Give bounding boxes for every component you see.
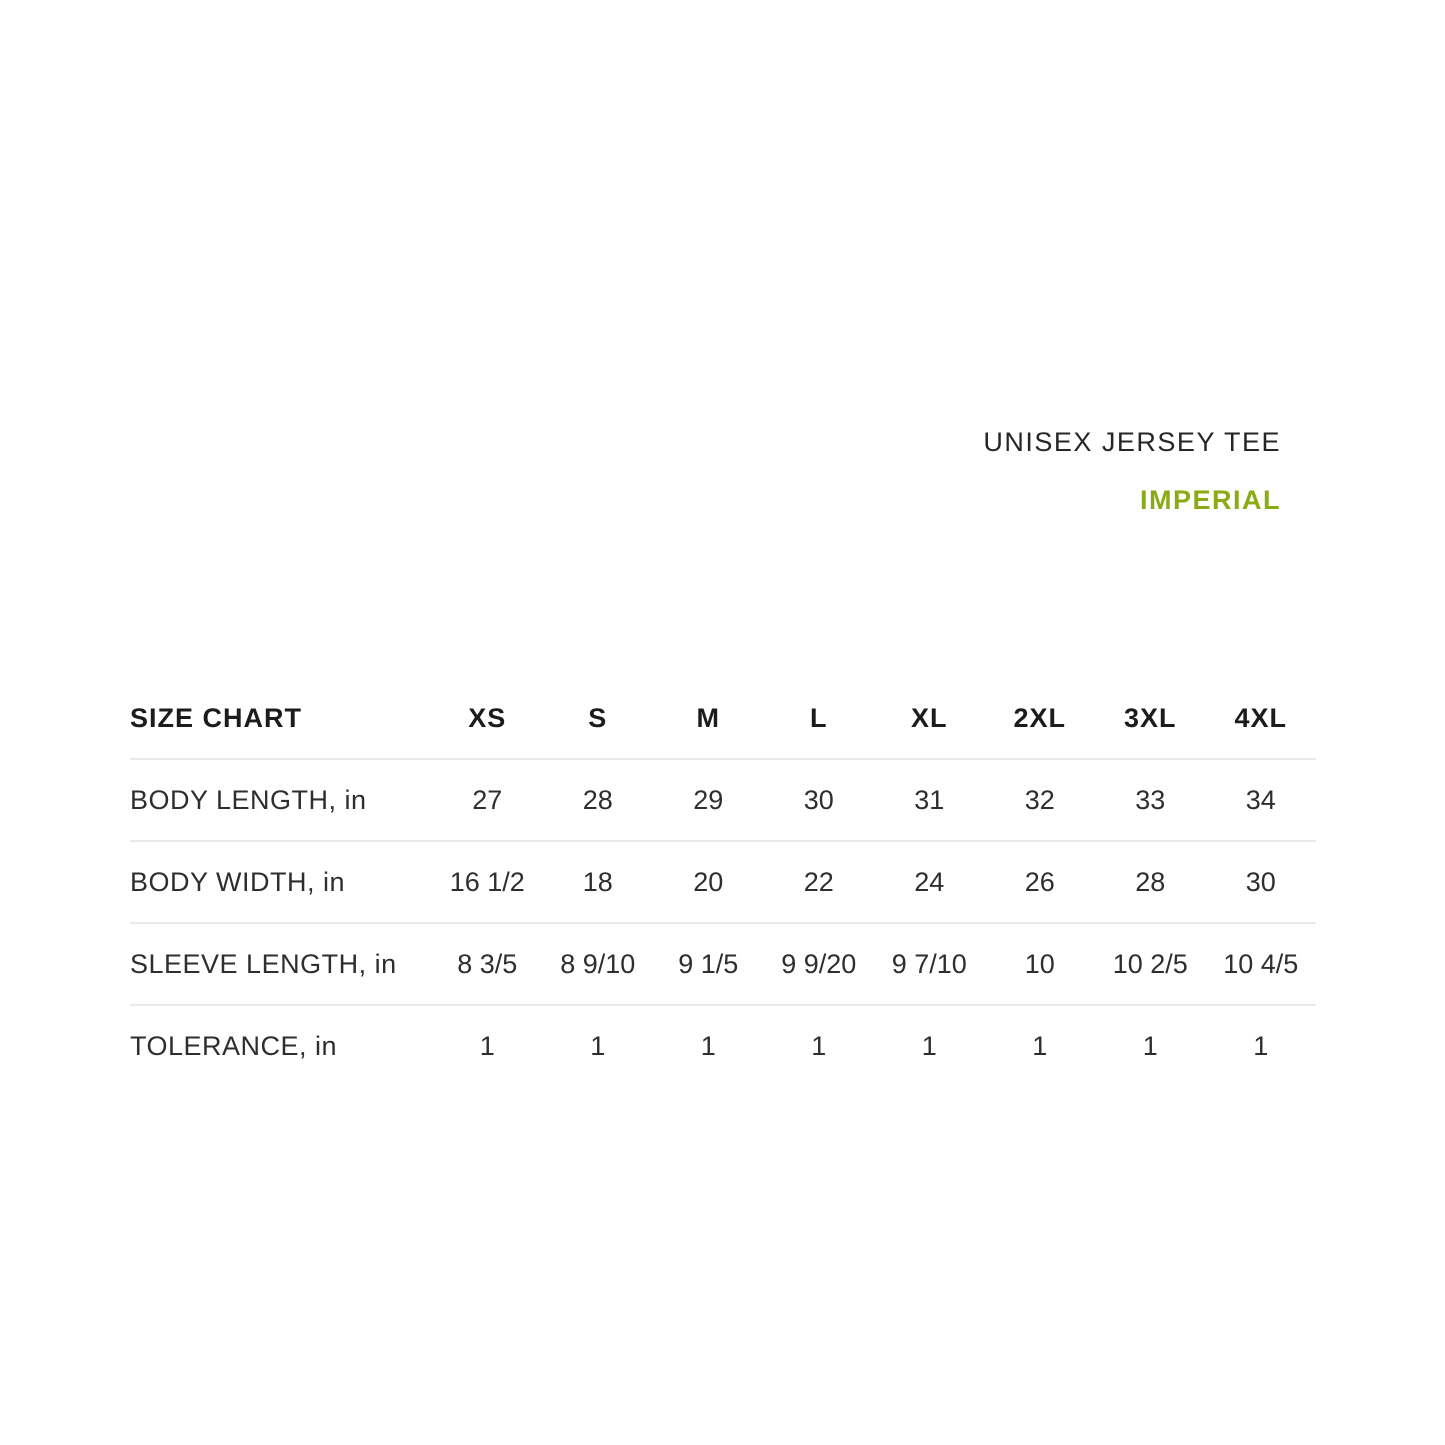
size-header-2xl: 2XL [984,678,1095,760]
table-row-tolerance: TOLERANCE, in 1 1 1 1 1 1 1 1 [130,1005,1316,1086]
cell-body-width-4xl: 30 [1205,841,1316,924]
cell-sleeve-length-l: 9 9/20 [763,923,874,1006]
size-chart-table: SIZE CHART XS S M L XL 2XL 3XL 4XL BODY … [130,678,1316,1086]
cell-body-width-s: 18 [542,841,653,924]
cell-tolerance-s: 1 [590,1030,606,1061]
cell-tolerance-xs: 1 [479,1030,495,1061]
size-header-m: M [653,678,764,760]
cell-body-length-2xl: 32 [984,759,1095,842]
table-header-row: SIZE CHART XS S M L XL 2XL 3XL 4XL [130,678,1316,760]
cell-sleeve-length-m: 9 1/5 [653,923,764,1006]
cell-body-length-l: 30 [763,759,874,842]
cell-tolerance-2xl: 1 [1032,1030,1048,1061]
cell-body-length-3xl: 33 [1095,759,1206,842]
cell-sleeve-length-2xl: 10 [984,923,1095,1006]
product-title: UNISEX JERSEY TEE [983,427,1281,457]
cell-body-width-xs: 16 1/2 [432,841,543,924]
cell-body-width-3xl: 28 [1095,841,1206,924]
cell-body-width-xl: 24 [874,841,985,924]
size-header-s: S [542,678,653,760]
size-header-3xl: 3XL [1095,678,1206,760]
cell-body-length-4xl: 34 [1205,759,1316,842]
cell-sleeve-length-s: 8 9/10 [542,923,653,1006]
cell-body-length-xs: 27 [432,759,543,842]
cell-body-width-m: 20 [653,841,764,924]
title-block: UNISEX JERSEY TEE IMPERIAL [983,429,1281,514]
row-label: BODY WIDTH, in [130,841,432,924]
cell-tolerance-xl: 1 [921,1030,937,1061]
cell-body-width-2xl: 26 [984,841,1095,924]
size-header-4xl: 4XL [1205,678,1316,760]
cell-sleeve-length-xl: 9 7/10 [874,923,985,1006]
cell-body-length-m: 29 [653,759,764,842]
cell-sleeve-length-3xl: 10 2/5 [1095,923,1206,1006]
row-label: TOLERANCE, in [130,1030,338,1061]
cell-sleeve-length-4xl: 10 4/5 [1205,923,1316,1006]
size-header-l: L [763,678,874,760]
cell-tolerance-3xl: 1 [1142,1030,1158,1061]
cell-tolerance-4xl: 1 [1253,1030,1269,1061]
cell-body-width-l: 22 [763,841,874,924]
row-label: BODY LENGTH, in [130,759,432,842]
cell-tolerance-l: 1 [811,1030,827,1061]
row-label: SLEEVE LENGTH, in [130,923,432,1006]
unit-system-label: IMPERIAL [1139,485,1281,515]
size-header-xl: XL [874,678,985,760]
table-row-sleeve-length: SLEEVE LENGTH, in 8 3/5 8 9/10 9 1/5 9 9… [130,923,1316,1006]
table-row-body-length: BODY LENGTH, in 27 28 29 30 31 32 33 34 [130,759,1316,842]
cell-body-length-xl: 31 [874,759,985,842]
size-chart-title: SIZE CHART [130,678,432,760]
cell-sleeve-length-xs: 8 3/5 [432,923,543,1006]
cell-body-length-s: 28 [542,759,653,842]
table-row-body-width: BODY WIDTH, in 16 1/2 18 20 22 24 26 28 … [130,841,1316,924]
size-header-xs: XS [432,678,543,760]
cell-tolerance-m: 1 [700,1030,716,1061]
